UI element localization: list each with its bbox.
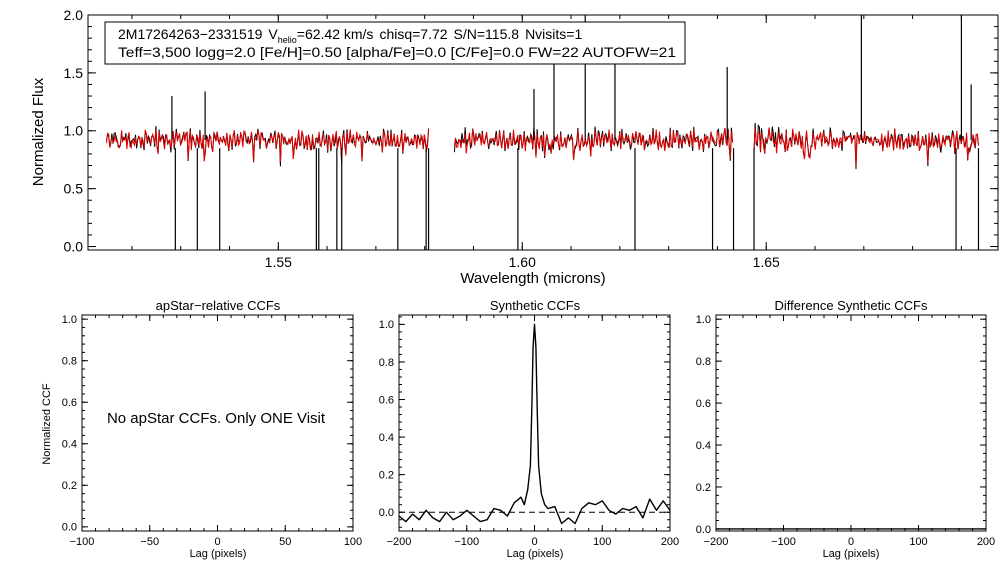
spectrum-x-tick-label: 1.65 bbox=[753, 254, 780, 270]
synthetic-ccf-x-label: Lag (pixels) bbox=[507, 548, 564, 560]
apstar-ccf-y-tick-label: 1.0 bbox=[62, 314, 77, 326]
synthetic-ccf-y-tick-label: 0.8 bbox=[379, 357, 394, 369]
legend-box bbox=[104, 21, 686, 65]
legend-identifier: 2M17264263−2331519 bbox=[118, 26, 263, 42]
apstar-ccf-x-tick-label: −50 bbox=[140, 536, 159, 548]
synthetic-ccf-y-tick-label: 0.4 bbox=[379, 432, 394, 444]
difference-ccf-frame bbox=[715, 314, 987, 532]
model-spectrum-chip-3 bbox=[753, 127, 979, 167]
difference-ccf-panel: −200 −100 0 100 200 0.0 0.2 0.4 0.6 0.8 1.0 Differ… bbox=[696, 298, 995, 560]
legend-vhelio-value: =62.42 km/s bbox=[297, 26, 374, 42]
difference-ccf-y-tick-label: 0.6 bbox=[696, 398, 711, 410]
difference-ccf-title: Difference Synthetic CCFs bbox=[775, 298, 928, 313]
spectrum-y-tick-label: 1.0 bbox=[64, 123, 84, 139]
spectrum-legend: 2M17264263−2331519 Vhelio=62.42 km/s chisq… bbox=[104, 21, 686, 65]
legend-vhelio-sub: helio bbox=[278, 35, 297, 45]
difference-ccf-x-tick-label: 200 bbox=[977, 536, 995, 548]
spectrum-ticks: 1.55 1.60 1.65 0.0 0.5 1.0 1.5 2.0 bbox=[64, 7, 998, 270]
apstar-ccf-y-tick-label: 0.6 bbox=[62, 397, 77, 409]
spectrum-y-tick-label: 0.5 bbox=[64, 181, 84, 197]
legend-chisq: chisq=7.72 bbox=[379, 26, 447, 42]
difference-ccf-x-tick-label: 100 bbox=[909, 536, 927, 548]
difference-ccf-y-tick-label: 1.0 bbox=[696, 314, 711, 326]
synthetic-ccf-panel: −200 −100 0 100 200 0.0 0.2 0.4 0.6 0.8 1.0 Synthe… bbox=[379, 298, 679, 560]
apstar-ccf-y-tick-label: 0.8 bbox=[62, 356, 77, 368]
spectrum-x-label: Wavelength (microns) bbox=[460, 270, 605, 287]
difference-ccf-y-tick-label: 0.4 bbox=[696, 440, 711, 452]
synthetic-ccf-y-tick-label: 0.2 bbox=[379, 470, 394, 482]
difference-ccf-x-tick-label: −100 bbox=[771, 536, 796, 548]
difference-ccf-y-tick-label: 0.8 bbox=[696, 356, 711, 368]
model-spectrum-chip-2 bbox=[453, 128, 733, 161]
synthetic-ccf-y-tick-label: 0.6 bbox=[379, 394, 394, 406]
legend-nvisits: Nvisits=1 bbox=[525, 26, 582, 42]
synthetic-ccf-lines bbox=[399, 323, 670, 525]
synthetic-ccf-line bbox=[399, 323, 670, 525]
legend-params: Teff=3,500 logg=2.0 [Fe/H]=0.50 [alpha/F… bbox=[118, 44, 676, 60]
apstar-ccf-annotation: No apStar CCFs. Only ONE Visit bbox=[107, 410, 326, 427]
synthetic-ccf-x-tick-label: −100 bbox=[454, 536, 479, 548]
apstar-ccf-x-tick-label: 0 bbox=[214, 536, 220, 548]
apstar-ccf-x-tick-label: 50 bbox=[279, 536, 291, 548]
synthetic-ccf-ticks: −200 −100 0 100 200 0.0 0.2 0.4 0.6 0.8 1.0 bbox=[379, 315, 679, 548]
synthetic-ccf-x-tick-label: 200 bbox=[661, 536, 679, 548]
apstar-ccf-title: apStar−relative CCFs bbox=[156, 298, 281, 313]
model-spectrum-chip-1 bbox=[106, 129, 430, 164]
apstar-ccf-x-tick-label: 100 bbox=[344, 536, 362, 548]
apstar-ccf-frame bbox=[81, 314, 354, 532]
spectrum-x-tick-label: 1.55 bbox=[265, 254, 292, 270]
legend-snr: S/N=115.8 bbox=[454, 26, 520, 42]
spectrum-x-tick-label: 1.60 bbox=[509, 254, 536, 270]
apstar-ccf-y-tick-label: 0.4 bbox=[62, 439, 77, 451]
spectrum-lines bbox=[106, 15, 980, 250]
difference-ccf-x-tick-label: 0 bbox=[848, 536, 854, 548]
spectrum-frame bbox=[87, 14, 999, 251]
spectrum-y-tick-label: 0.0 bbox=[64, 238, 84, 254]
apstar-ccf-y-tick-label: 0.2 bbox=[62, 480, 77, 492]
spectrum-y-label: Normalized Flux bbox=[30, 77, 47, 186]
synthetic-ccf-y-tick-label: 0.0 bbox=[379, 507, 394, 519]
legend-line-1: 2M17264263−2331519 Vhelio=62.42 km/s chisq… bbox=[118, 26, 582, 45]
apstar-ccf-y-label: Normalized CCF bbox=[41, 383, 53, 465]
difference-ccf-y-tick-label: 0.0 bbox=[696, 524, 711, 536]
spectrum-panel: 1.55 1.60 1.65 0.0 0.5 1.0 1.5 2.0 Wavelength (… bbox=[30, 7, 999, 287]
synthetic-ccf-x-tick-label: 100 bbox=[593, 536, 611, 548]
apstar-ccf-x-tick-label: −100 bbox=[70, 536, 95, 548]
spectrum-y-tick-label: 1.5 bbox=[64, 65, 84, 81]
apstar-ccf-x-label: Lag (pixels) bbox=[190, 548, 247, 560]
synthetic-ccf-x-tick-label: 0 bbox=[531, 536, 537, 548]
synthetic-ccf-y-tick-label: 1.0 bbox=[379, 319, 394, 331]
difference-ccf-x-label: Lag (pixels) bbox=[823, 548, 880, 560]
apstar-ccf-y-tick-label: 0.0 bbox=[62, 522, 77, 534]
apstar-ccf-panel: −100 −50 0 50 100 0.0 0.2 0.4 0.6 0.8 1.0 apStar−r… bbox=[41, 298, 362, 560]
synthetic-ccf-frame bbox=[398, 314, 671, 532]
spectrum-y-tick-label: 2.0 bbox=[64, 7, 84, 23]
legend-vhelio-prefix: V bbox=[268, 26, 278, 42]
difference-ccf-y-tick-label: 0.2 bbox=[696, 482, 711, 494]
difference-ccf-x-tick-label: −200 bbox=[704, 536, 729, 548]
synthetic-ccf-x-tick-label: −200 bbox=[387, 536, 412, 548]
synthetic-ccf-title: Synthetic CCFs bbox=[490, 298, 581, 313]
